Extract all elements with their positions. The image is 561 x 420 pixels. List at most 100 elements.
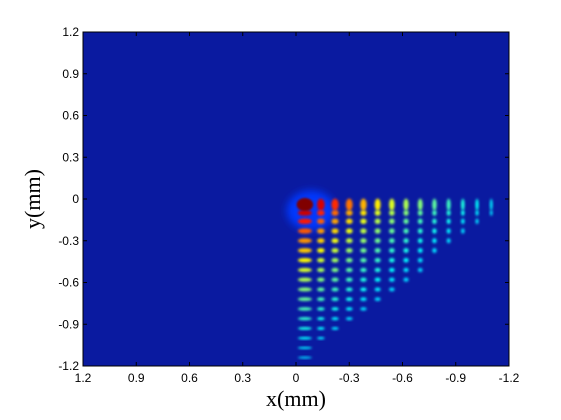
diffraction-lobe <box>317 277 325 282</box>
diffraction-lobe <box>374 257 381 263</box>
diffraction-lobe <box>345 257 353 263</box>
y-axis-label: y(mm) <box>20 169 45 229</box>
diffraction-lobe <box>475 218 479 225</box>
diffraction-lobe <box>317 198 325 211</box>
diffraction-lobe <box>360 297 367 302</box>
diffraction-lobe <box>297 210 312 216</box>
diffraction-lobe <box>297 346 312 350</box>
diffraction-lobe <box>317 267 325 273</box>
diffraction-lobe <box>331 307 339 311</box>
diffraction-lobe <box>317 248 325 253</box>
diffraction-lobe <box>345 317 353 321</box>
diffraction-lobe <box>389 228 395 234</box>
diffraction-lobe <box>374 228 381 234</box>
diffraction-lobe <box>345 287 353 292</box>
diffraction-lobe <box>446 198 451 211</box>
glow-halo <box>286 190 335 231</box>
diffraction-lobe <box>297 267 312 273</box>
y-tick-label: 0.3 <box>62 150 79 164</box>
diffraction-lobe <box>374 218 381 225</box>
diffraction-lobe <box>297 326 312 330</box>
diffraction-lobe <box>446 238 451 244</box>
diffraction-lobe <box>403 277 409 282</box>
diffraction-lobe <box>360 267 367 273</box>
diffraction-lobe <box>317 326 325 330</box>
diffraction-lobe <box>489 198 493 211</box>
diffraction-lobe <box>317 317 325 321</box>
diffraction-lobe <box>317 210 325 216</box>
diffraction-lobe <box>345 267 353 273</box>
diffraction-lobe <box>403 257 409 263</box>
diffraction-lobe <box>317 228 325 234</box>
diffraction-lobe <box>389 210 395 216</box>
diffraction-lobe <box>403 267 409 273</box>
diffraction-lobe <box>403 218 409 225</box>
diffraction-lobe <box>389 248 395 253</box>
diffraction-lobe <box>417 238 423 244</box>
diffraction-lobe <box>331 277 339 282</box>
diffraction-lobe <box>417 218 423 225</box>
diffraction-lobe <box>417 198 423 211</box>
y-tick-label: -1.2 <box>58 359 79 373</box>
diffraction-lobe <box>345 198 353 211</box>
diffraction-lobe <box>417 248 423 253</box>
diffraction-lobe <box>317 307 325 311</box>
diffraction-lobe <box>297 277 312 282</box>
diffraction-lobe <box>461 218 465 225</box>
diffraction-lobe <box>297 257 312 263</box>
diffraction-lobe <box>432 238 437 244</box>
diffraction-lobe <box>446 210 451 216</box>
diffraction-lobe <box>317 257 325 263</box>
x-tick-label: 0.3 <box>234 371 251 385</box>
diffraction-lobe <box>317 238 325 244</box>
diffraction-lobe <box>475 210 479 216</box>
x-tick-label: 0.6 <box>181 371 198 385</box>
diffraction-lobe <box>297 287 312 292</box>
diffraction-lobe <box>360 228 367 234</box>
diffraction-lobe <box>389 238 395 244</box>
diffraction-lobe <box>331 210 339 216</box>
plot-area <box>82 31 510 367</box>
diffraction-lobe <box>360 210 367 216</box>
x-tick-label: 1.2 <box>75 371 92 385</box>
diffraction-lobe <box>461 210 465 216</box>
x-tick-label: -1.2 <box>499 371 520 385</box>
diffraction-lobe <box>417 267 423 273</box>
diffraction-lobe <box>297 356 312 359</box>
diffraction-lobe <box>403 210 409 216</box>
diffraction-lobe <box>345 210 353 216</box>
diffraction-lobe <box>297 317 312 321</box>
x-tick-label: 0 <box>293 371 300 385</box>
diffraction-lobe <box>360 277 367 282</box>
y-tick-label: 0.9 <box>62 67 79 81</box>
diffraction-lobe <box>331 198 339 211</box>
diffraction-lobe <box>331 326 339 330</box>
diffraction-lobe <box>403 228 409 234</box>
diffraction-lobe <box>389 287 395 292</box>
diffraction-lobe <box>317 287 325 292</box>
diffraction-lobe <box>297 228 312 234</box>
x-axis-label: x(mm) <box>266 386 326 411</box>
diffraction-lobe <box>360 287 367 292</box>
diffraction-lobe <box>374 267 381 273</box>
diffraction-spots <box>286 190 493 359</box>
y-tick-label: -0.3 <box>58 234 79 248</box>
diffraction-lobe <box>345 228 353 234</box>
diffraction-lobe <box>417 210 423 216</box>
diffraction-lobe <box>432 218 437 225</box>
diffraction-lobe <box>432 198 437 211</box>
diffraction-lobe <box>317 218 325 225</box>
diffraction-lobe <box>432 210 437 216</box>
diffraction-lobe <box>446 218 451 225</box>
diffraction-lobe <box>331 218 339 225</box>
diffraction-lobe <box>331 297 339 302</box>
diffraction-lobe <box>374 238 381 244</box>
diffraction-lobe <box>345 277 353 282</box>
diffraction-lobe <box>345 297 353 302</box>
diffraction-lobe <box>360 257 367 263</box>
diffraction-lobe <box>317 297 325 302</box>
diffraction-lobe <box>374 287 381 292</box>
x-tick-label: -0.9 <box>445 371 466 385</box>
y-tick-label: -0.9 <box>58 317 79 331</box>
y-axis-ticks: 1.2 0.9 0.6 0.3 0 -0.3 -0.6 -0.9 -1.2 <box>58 25 509 373</box>
